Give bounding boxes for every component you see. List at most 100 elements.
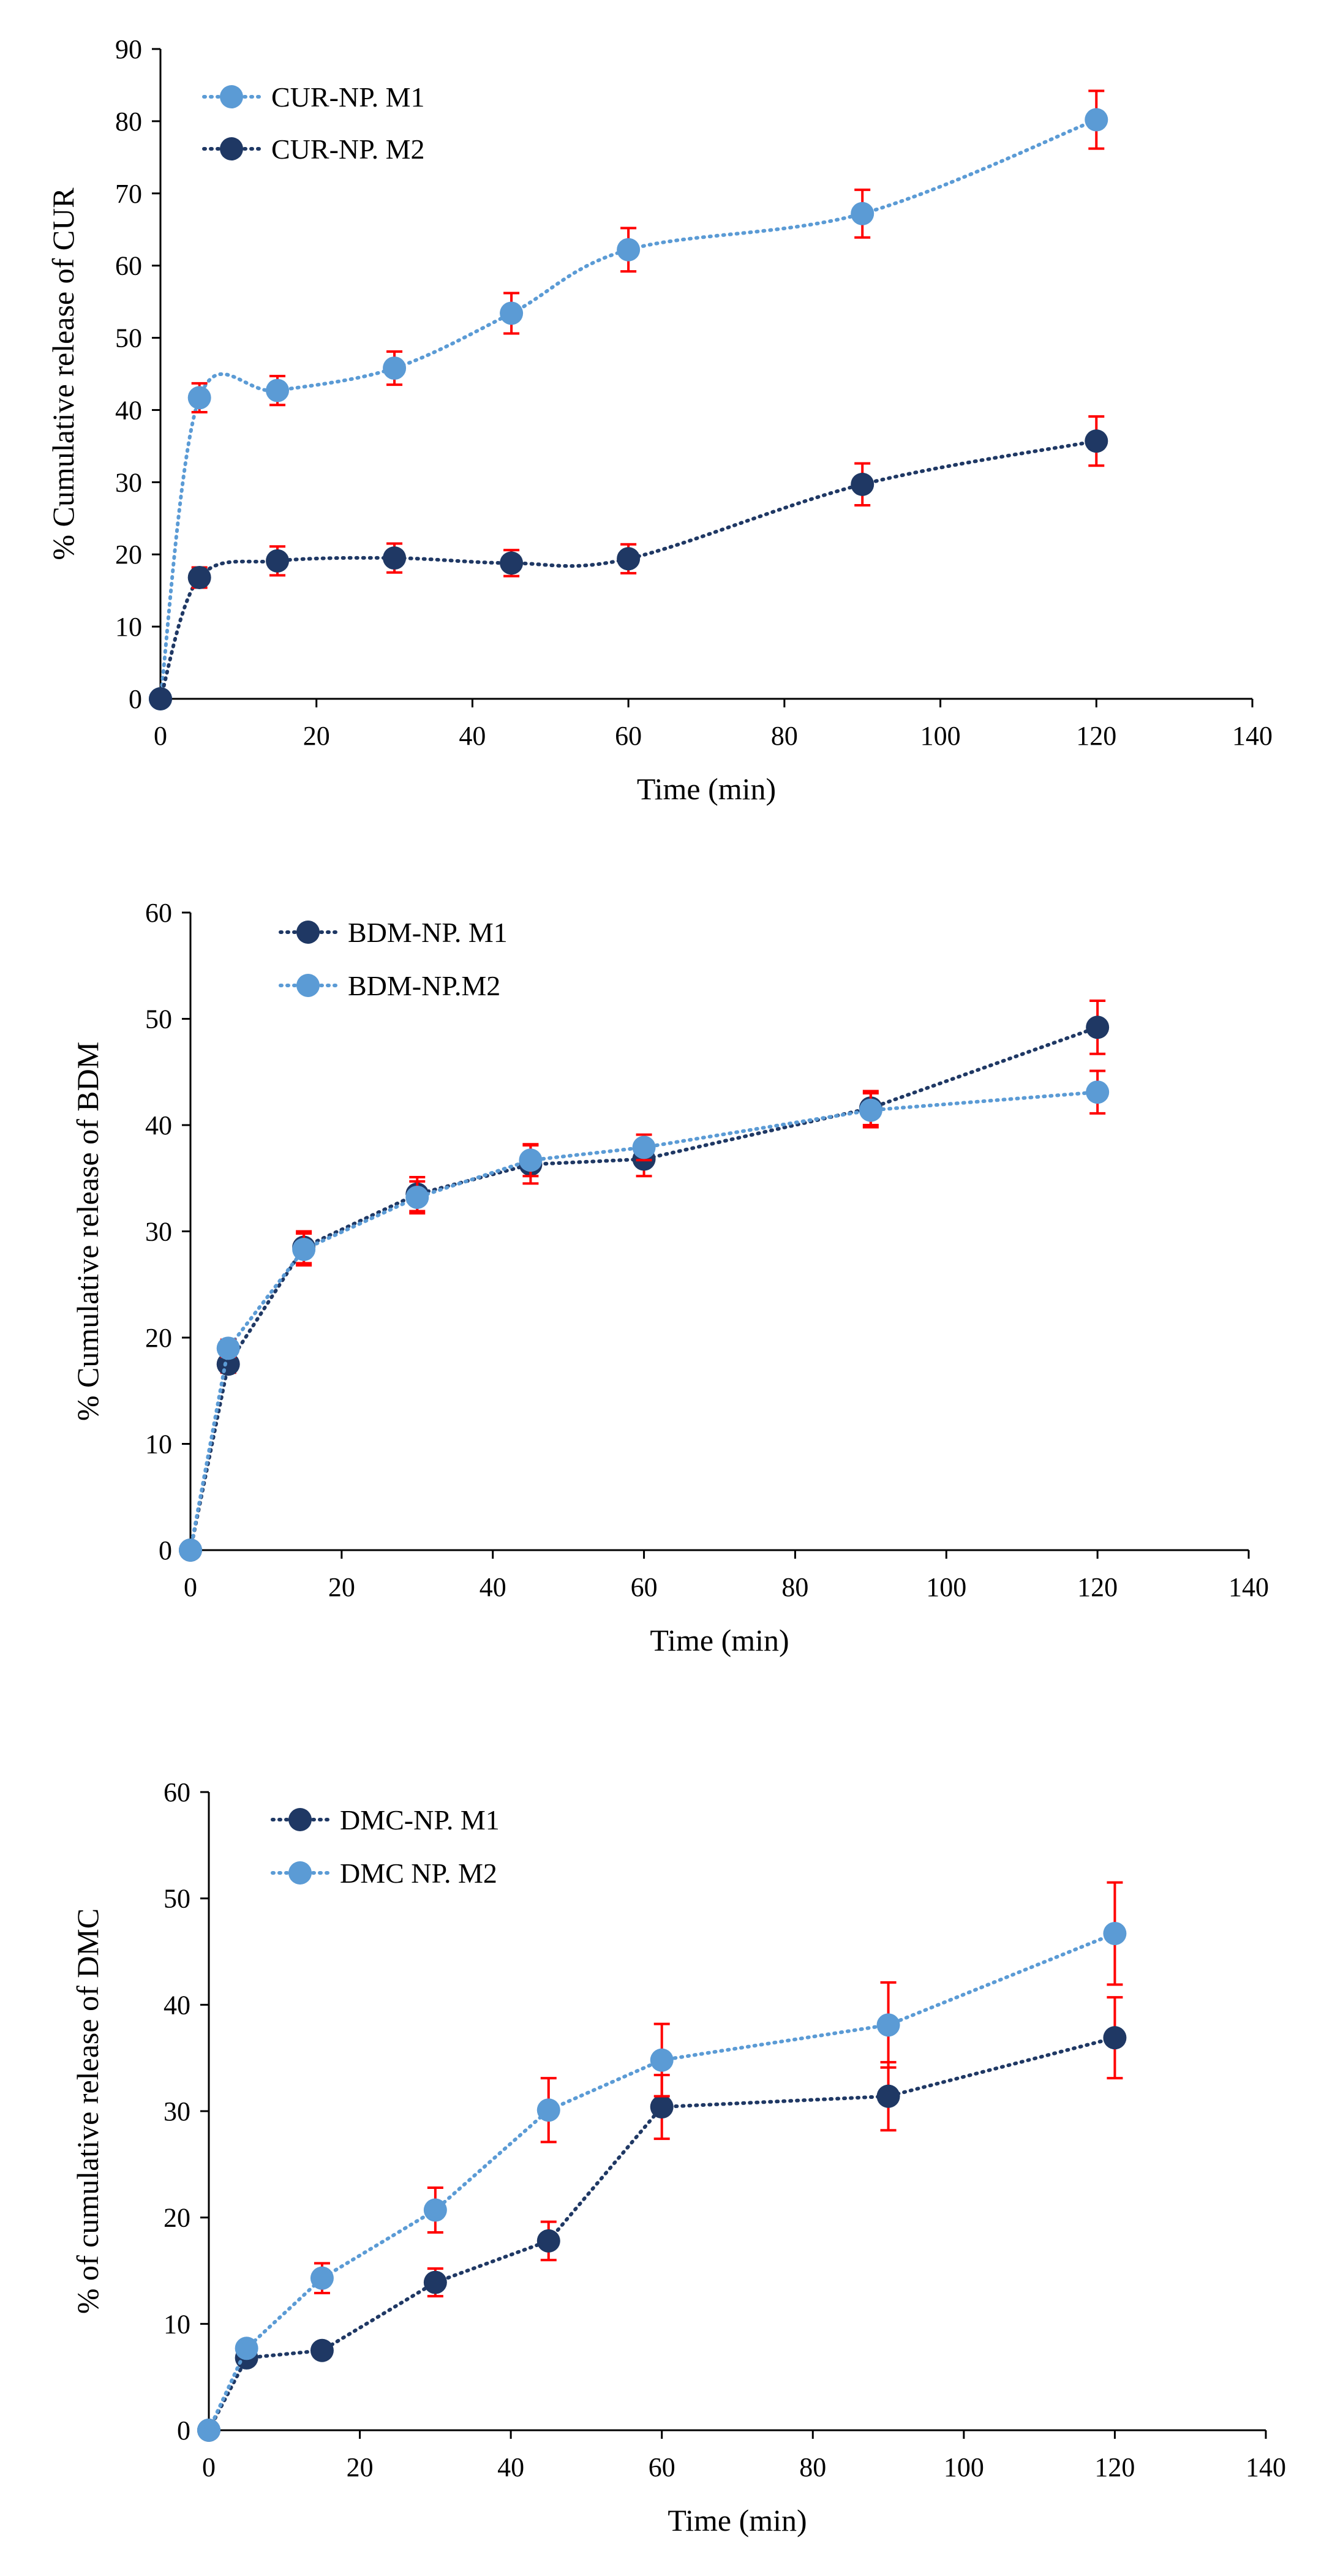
x-tick-label: 20 [328, 1572, 355, 1602]
legend-label: DMC-NP. M1 [340, 1804, 500, 1836]
data-point [187, 386, 211, 410]
y-tick-label: 20 [115, 540, 142, 570]
x-tick-label: 40 [459, 721, 486, 751]
y-tick-label: 80 [115, 107, 142, 137]
data-point [292, 1237, 316, 1261]
series-1 [179, 1000, 1110, 1562]
x-tick-label: 140 [1228, 1572, 1269, 1602]
y-tick-label: 20 [145, 1323, 172, 1353]
legend-label: BDM-NP.M2 [348, 970, 500, 1001]
data-point [1085, 108, 1108, 132]
data-point [536, 2229, 560, 2253]
data-point [650, 2048, 674, 2072]
y-tick-label: 30 [164, 2096, 190, 2126]
series-line [189, 1025, 1100, 1552]
y-tick-label: 90 [115, 34, 142, 64]
data-point [500, 301, 524, 325]
x-tick-label: 0 [154, 721, 167, 751]
data-point [266, 378, 290, 402]
x-tick-label: 100 [920, 721, 961, 751]
legend-label: CUR-NP. M1 [271, 81, 425, 113]
series-line [207, 1932, 1117, 2432]
data-point [197, 2419, 220, 2442]
x-tick-label: 40 [497, 2452, 524, 2482]
y-tick-label: 60 [164, 1777, 190, 1807]
data-point [1086, 1015, 1110, 1039]
data-point [179, 1538, 202, 1562]
series-1 [197, 1996, 1127, 2442]
series-line [207, 2036, 1117, 2432]
data-point [1103, 1921, 1127, 1945]
x-tick-label: 60 [615, 721, 642, 751]
data-point [617, 547, 641, 571]
data-point [1085, 429, 1108, 453]
data-point [310, 2266, 334, 2290]
data-point [851, 201, 875, 225]
y-tick-label: 10 [115, 612, 142, 642]
data-point [632, 1135, 656, 1159]
cur-release-chart: 0 10 20 30 40 50 60 70 80 90 0 20 40 60 80 100 120 140 Tim… [46, 34, 1273, 806]
x-tick-label: 140 [1232, 721, 1273, 751]
x-tick-label: 20 [303, 721, 330, 751]
data-point [149, 687, 172, 710]
y-axis-title: % Cumulative release of BDM [70, 1042, 105, 1421]
x-tick-label: 100 [926, 1572, 966, 1602]
x-tick-label: 140 [1246, 2452, 1286, 2482]
series-2 [149, 415, 1108, 710]
data-point [859, 1098, 882, 1122]
data-point [876, 2084, 900, 2108]
data-point [851, 472, 875, 496]
data-point [216, 1336, 240, 1360]
x-tick-label: 100 [944, 2452, 984, 2482]
y-axis-title: % Cumulative release of CUR [46, 187, 80, 560]
data-point [310, 2338, 334, 2362]
y-tick-label: 0 [177, 2416, 190, 2446]
y-tick-label: 0 [159, 1535, 172, 1565]
legend-label: CUR-NP. M2 [271, 134, 425, 165]
series-2 [197, 1881, 1127, 2442]
dmc-release-chart: 0 10 20 30 40 50 60 0 20 40 60 80 100 120 140 Time (min… [70, 1777, 1286, 2537]
x-tick-label: 120 [1094, 2452, 1135, 2482]
data-point [383, 546, 407, 570]
x-tick-label: 0 [202, 2452, 216, 2482]
y-tick-label: 10 [145, 1429, 172, 1459]
bdm-release-chart: 0 10 20 30 40 50 60 0 20 40 60 80 100 120 140 Time (min… [70, 898, 1269, 1657]
legend-marker [296, 921, 320, 944]
legend-marker [220, 85, 243, 108]
y-tick-label: 30 [115, 467, 142, 497]
data-point [617, 238, 641, 262]
data-point [536, 2098, 560, 2122]
x-tick-label: 80 [781, 1572, 808, 1602]
series-2 [179, 1069, 1110, 1562]
y-tick-label: 70 [115, 179, 142, 209]
data-point [500, 551, 524, 575]
y-tick-label: 50 [115, 323, 142, 353]
data-point [235, 2337, 258, 2360]
x-tick-label: 40 [480, 1572, 506, 1602]
series-line [189, 1090, 1100, 1552]
x-axis-title: Time (min) [668, 2503, 807, 2537]
x-tick-label: 80 [771, 721, 798, 751]
y-tick-label: 60 [115, 251, 142, 281]
x-axis-title: Time (min) [637, 772, 776, 806]
x-axis-title: Time (min) [650, 1623, 789, 1657]
data-point [519, 1148, 543, 1172]
x-tick-label: 60 [631, 1572, 658, 1602]
y-axis-title: % of cumulative release of DMC [70, 1908, 105, 2314]
x-tick-label: 0 [184, 1572, 197, 1602]
y-tick-label: 40 [164, 1990, 190, 2020]
legend-label: BDM-NP. M1 [348, 917, 508, 948]
x-tick-label: 60 [649, 2452, 675, 2482]
series-line [159, 118, 1099, 701]
series-1 [149, 89, 1108, 710]
y-tick-label: 60 [145, 898, 172, 928]
y-tick-label: 10 [164, 2309, 190, 2339]
data-point [1103, 2026, 1127, 2050]
y-tick-label: 30 [145, 1217, 172, 1247]
data-point [1086, 1080, 1110, 1104]
x-tick-label: 80 [799, 2452, 826, 2482]
data-point [423, 2270, 447, 2294]
x-tick-label: 20 [347, 2452, 374, 2482]
